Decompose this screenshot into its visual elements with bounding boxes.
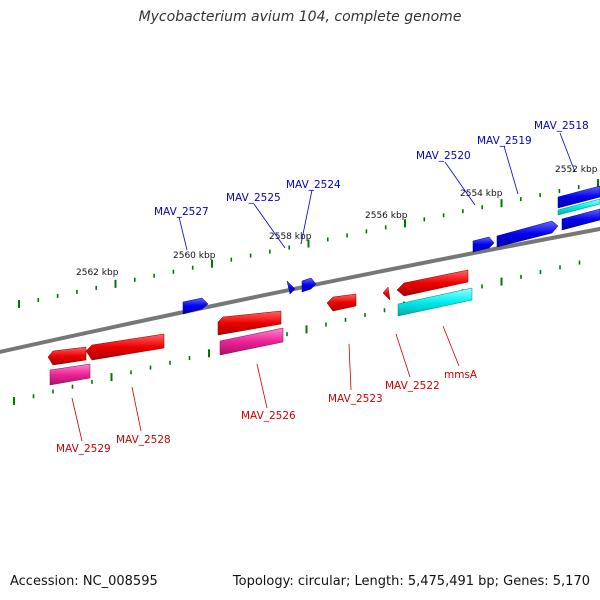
- ruler-label-2560: 2560 kbp: [173, 251, 216, 261]
- gene-label-mav-2524: MAV_2524: [286, 179, 341, 191]
- gene-label-mav-2522: MAV_2522: [385, 380, 440, 392]
- genome-backbone: [0, 226, 600, 354]
- ruler-label-2558: 2558 kbp: [269, 232, 312, 242]
- ruler-label-2554: 2554 kbp: [460, 189, 503, 199]
- ruler-label-2562: 2562 kbp: [76, 268, 119, 278]
- gene-label-mav-2523: MAV_2523: [328, 393, 383, 405]
- gene-label-mav-2520: MAV_2520: [416, 150, 471, 162]
- ruler-label-2552: 2552 kbp: [555, 165, 598, 175]
- gene-mav-2520[interactable]: [472, 236, 495, 253]
- gene-label-mav-2528: MAV_2528: [116, 434, 171, 446]
- gene-label-mav-2518: MAV_2518: [534, 120, 589, 132]
- genome-map-svg: 2552 kbp 2554 kbp 2556 kbp 2558 kbp 2560…: [0, 120, 600, 455]
- gene-mav-2518[interactable]: [557, 185, 600, 231]
- genome-summary-label: Topology: circular; Length: 5,475,491 bp…: [232, 574, 590, 589]
- map-title: Mycobacterium avium 104, complete genome: [138, 9, 462, 25]
- callout-lines: [71, 132, 576, 442]
- gene-mms-a[interactable]: [396, 269, 473, 317]
- gene-mav-2525[interactable]: [286, 280, 296, 295]
- gene-mav-2526[interactable]: [217, 310, 284, 356]
- gene-mav-2527[interactable]: [182, 297, 209, 315]
- tick-row-forward: [18, 179, 599, 308]
- gene-mav-2519[interactable]: [496, 220, 559, 248]
- gene-label-mav-2519: MAV_2519: [477, 135, 532, 147]
- gene-label-mav-2526: MAV_2526: [241, 410, 296, 422]
- gene-mav-2523[interactable]: [326, 293, 357, 312]
- gene-label-mms-a: mmsA: [444, 369, 478, 381]
- gene-mav-2528[interactable]: [85, 333, 165, 361]
- tick-row-reverse: [13, 260, 581, 405]
- accession-label: Accession: NC_008595: [10, 574, 158, 589]
- gene-label-mav-2525: MAV_2525: [226, 192, 281, 204]
- gene-label-mav-2529: MAV_2529: [56, 443, 111, 455]
- gene-mav-2529[interactable]: [47, 346, 91, 386]
- gene-mav-2524[interactable]: [301, 277, 317, 293]
- gene-label-mav-2527: MAV_2527: [154, 206, 209, 218]
- gene-mav-2522[interactable]: [382, 286, 391, 301]
- ruler-label-2556: 2556 kbp: [365, 211, 408, 221]
